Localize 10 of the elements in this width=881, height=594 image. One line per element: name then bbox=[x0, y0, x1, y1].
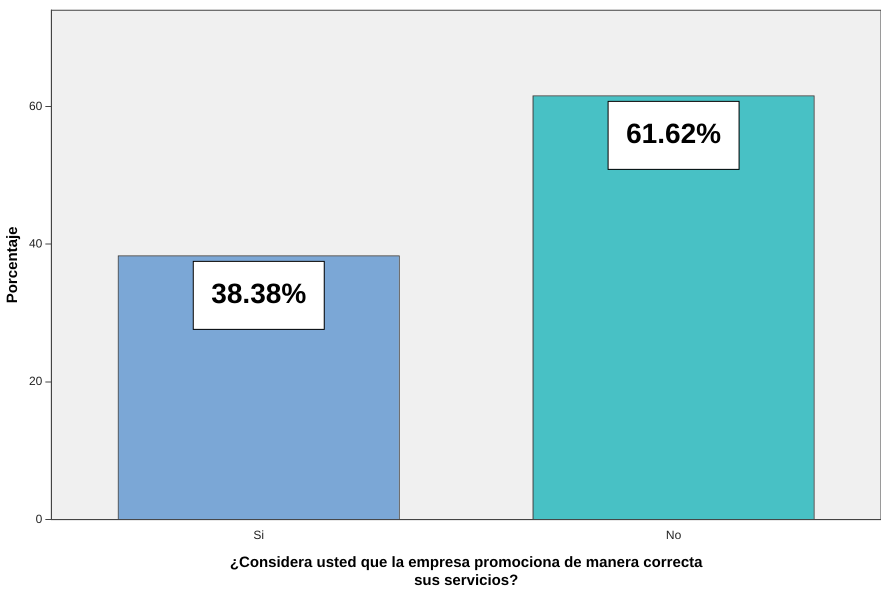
data-label: 61.62% bbox=[626, 118, 722, 150]
x-axis-title: ¿Considera usted que la empresa promociona de manera correcta sus servicios? bbox=[230, 554, 704, 590]
y-tick-label: 40 bbox=[28, 236, 43, 251]
y-axis-title: Porcentaje bbox=[4, 226, 22, 304]
data-label: 38.38% bbox=[211, 278, 306, 310]
y-tick-label: 0 bbox=[36, 512, 43, 526]
x-tick-label: Si bbox=[253, 528, 264, 542]
x-tick-label: No bbox=[666, 528, 682, 542]
y-tick-label: 20 bbox=[28, 374, 43, 388]
y-tick-label: 60 bbox=[28, 98, 43, 113]
